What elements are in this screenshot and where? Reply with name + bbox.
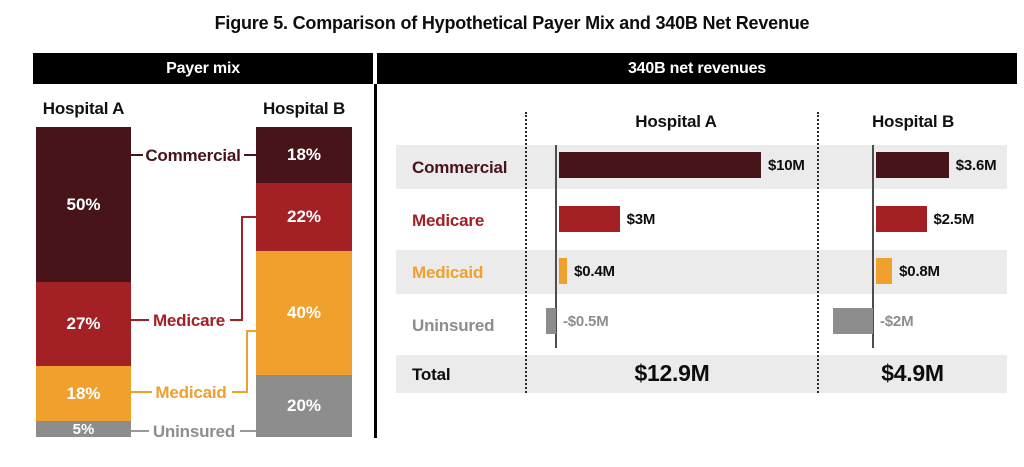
bar-row-b-uninsured: -$2M [832, 308, 914, 334]
figure-title: Figure 5. Comparison of Hypothetical Pay… [214, 13, 810, 33]
bar-b-medicaid-value: $0.8M [899, 262, 940, 280]
payer-mix-hospital-b-label: Hospital B [262, 99, 346, 118]
segment-b-medicaid: 40% [256, 250, 352, 375]
connector-medicaid-right [232, 391, 248, 393]
legend-commercial: Commercial [145, 146, 241, 165]
connector-medicaid-left [131, 391, 152, 393]
segment-b-uninsured-value: 20% [286, 396, 322, 416]
bar-a-medicare-value: $3M [626, 210, 656, 228]
panel-divider [374, 84, 377, 438]
legend-medicare: Medicare [152, 311, 226, 330]
segment-a-medicare-value: 27% [66, 314, 101, 334]
bar-row-a-medicare: $3M [559, 206, 655, 232]
stacked-column-hospital-b: 18% 22% 40% 20% [256, 127, 352, 437]
segment-b-medicare-value: 22% [286, 207, 322, 227]
connector-medicare-left [131, 319, 149, 321]
segment-b-uninsured: 20% [256, 374, 352, 437]
bar-a-commercial [559, 152, 761, 178]
bar-row-a-commercial: $10M [559, 152, 805, 178]
revenue-row-total: Total [396, 355, 1007, 393]
segment-a-medicaid: 18% [36, 365, 131, 422]
bar-a-uninsured [545, 308, 556, 334]
segment-b-commercial-value: 18% [286, 145, 322, 165]
payer-mix-hospital-a-label: Hospital A [42, 99, 125, 118]
row-label-uninsured: Uninsured [412, 315, 495, 335]
connector-medicaid-vertical [246, 330, 248, 393]
connector-medicare-vertical [241, 216, 243, 321]
row-label-medicare: Medicare [412, 210, 485, 230]
row-label-medicaid: Medicaid [412, 262, 484, 282]
segment-a-uninsured-value: 5% [72, 420, 95, 438]
axis-line-hospital-b [872, 145, 874, 348]
connector-commercial-left [131, 154, 143, 156]
connector-medicare-right [230, 319, 243, 321]
row-label-total: Total [412, 364, 451, 384]
segment-a-uninsured: 5% [36, 421, 131, 437]
segment-b-commercial: 18% [256, 127, 352, 183]
connector-uninsured-right [240, 430, 256, 432]
legend-uninsured: Uninsured [152, 422, 236, 441]
segment-a-commercial: 50% [36, 127, 131, 282]
legend-medicaid: Medicaid [155, 383, 227, 402]
bar-b-medicaid [876, 258, 893, 284]
revenue-row-uninsured: Uninsured [396, 303, 1007, 347]
bar-b-medicare [876, 206, 927, 232]
segment-b-medicare: 22% [256, 182, 352, 251]
total-value-hospital-b: $4.9M [881, 360, 944, 386]
bar-row-b-medicaid: $0.8M [876, 258, 940, 284]
bar-row-b-commercial: $3.6M [876, 152, 997, 178]
bar-a-commercial-value: $10M [768, 156, 805, 174]
connector-medicaid-top [246, 330, 256, 332]
revenue-row-medicaid: Medicaid [396, 250, 1007, 294]
bar-a-medicaid-value: $0.4M [574, 262, 615, 280]
net-revenues-section-header: 340B net revenues [377, 53, 1017, 84]
row-label-commercial: Commercial [412, 157, 508, 177]
total-value-hospital-a: $12.9M [634, 360, 710, 386]
bar-b-commercial-value: $3.6M [955, 156, 997, 174]
bar-a-medicaid [559, 258, 568, 284]
dotted-separator-hospital-a [525, 112, 527, 393]
segment-a-medicaid-value: 18% [66, 384, 101, 404]
bar-a-uninsured-value: -$0.5M [563, 312, 609, 330]
segment-b-medicaid-value: 40% [286, 303, 322, 323]
bar-b-medicare-value: $2.5M [933, 210, 975, 228]
net-revenues-hospital-b-label: Hospital B [871, 112, 955, 131]
bar-b-commercial [876, 152, 949, 178]
stacked-column-hospital-a: 50% 27% 18% 5% [36, 127, 131, 437]
connector-medicare-top [241, 216, 256, 218]
bar-b-uninsured [832, 308, 873, 334]
bar-a-medicare [559, 206, 620, 232]
revenue-row-medicare: Medicare [396, 198, 1007, 242]
axis-line-hospital-a [555, 145, 557, 348]
segment-a-commercial-value: 50% [66, 195, 101, 214]
net-revenues-hospital-a-label: Hospital A [635, 112, 717, 131]
bar-row-b-medicare: $2.5M [876, 206, 974, 232]
section-header-band: Payer mix 340B net revenues [33, 53, 1017, 84]
bar-b-uninsured-value: -$2M [880, 312, 914, 330]
connector-uninsured-left [131, 430, 149, 432]
bar-row-a-uninsured: -$0.5M [545, 308, 609, 334]
segment-a-medicare: 27% [36, 282, 131, 366]
dotted-separator-hospital-b [817, 112, 819, 393]
payer-mix-section-header: Payer mix [33, 53, 373, 84]
bar-row-a-medicaid: $0.4M [559, 258, 615, 284]
connector-commercial-right [244, 154, 256, 156]
